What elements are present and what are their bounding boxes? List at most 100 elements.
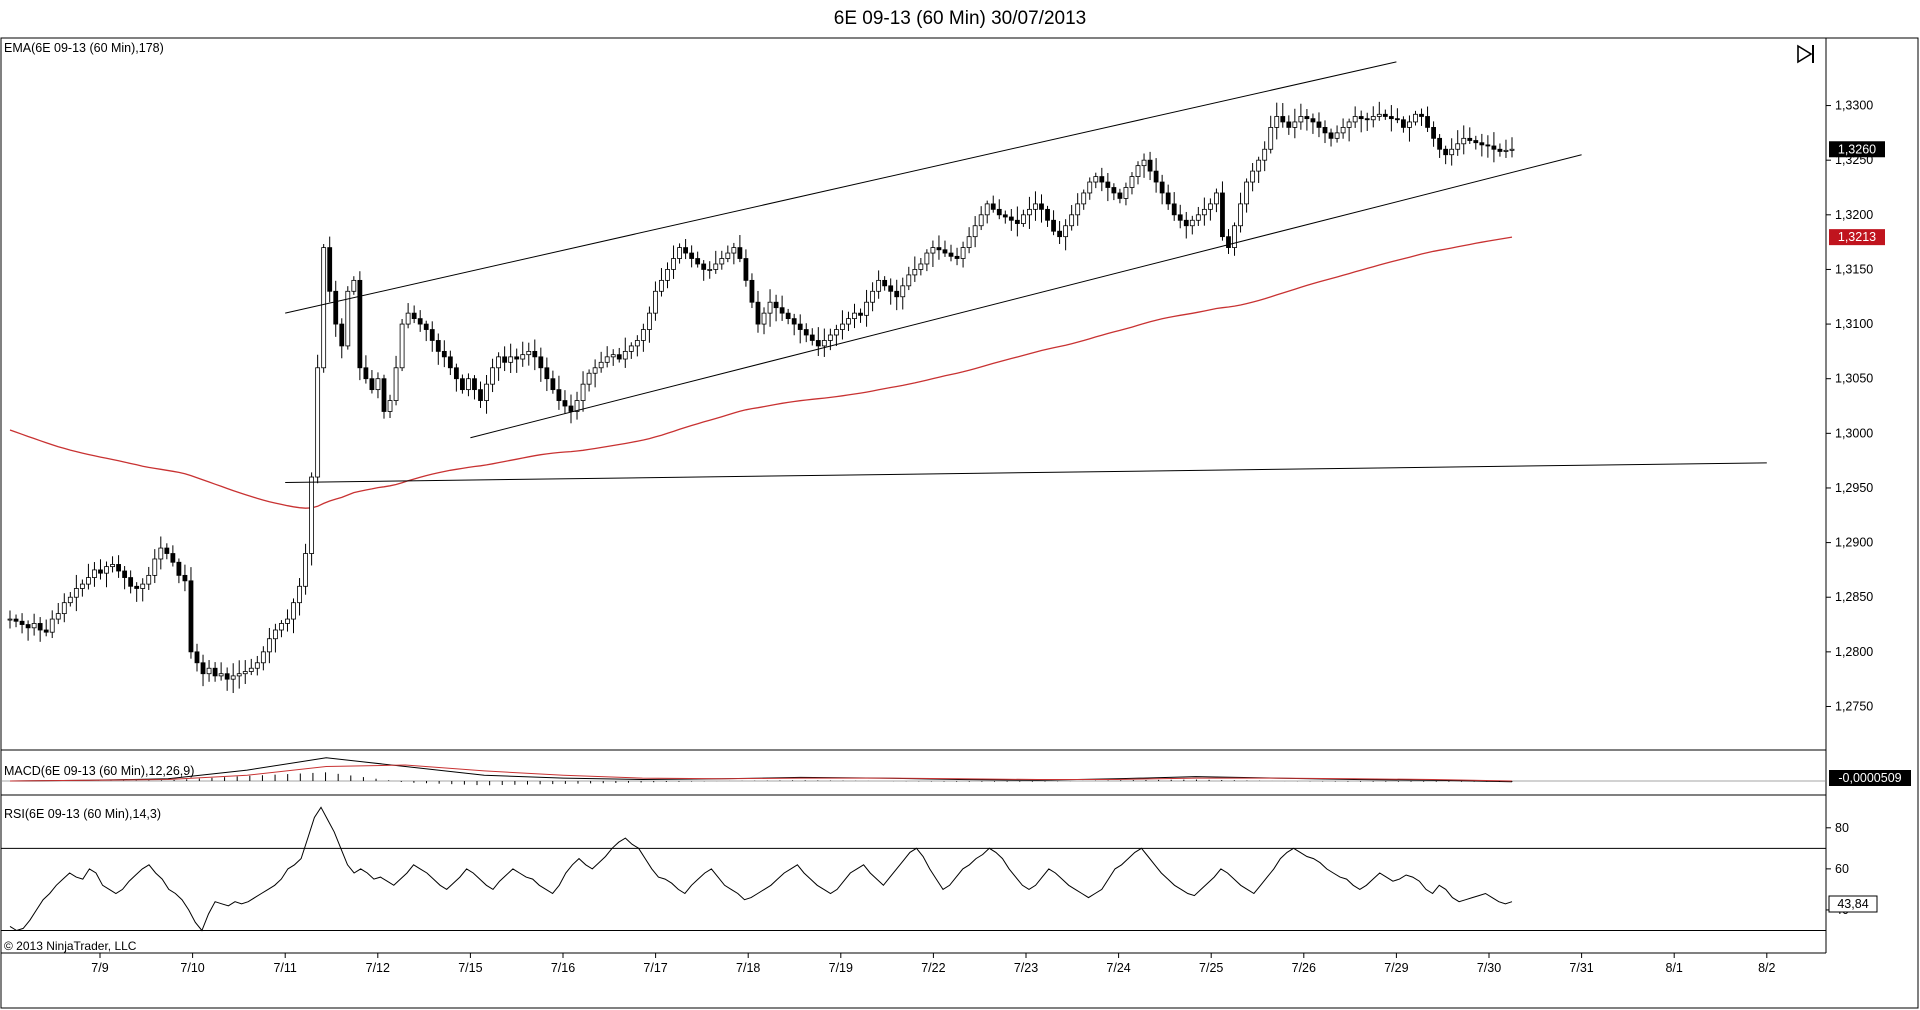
candle-body	[128, 577, 134, 587]
trendlines	[285, 61, 1767, 483]
candle-body	[104, 566, 109, 574]
candle-body	[158, 547, 164, 560]
candle-body	[930, 247, 936, 254]
candle-body	[1262, 148, 1268, 161]
candle-body	[556, 389, 562, 401]
candle-body	[1419, 113, 1424, 117]
candle-body	[1286, 121, 1292, 128]
candle-body	[441, 350, 447, 358]
candle-body	[1497, 148, 1503, 152]
chart-frame	[0, 37, 1919, 1009]
candle-body	[1033, 203, 1038, 210]
candle-body	[266, 638, 272, 653]
candle-body	[194, 651, 200, 664]
candle-body	[242, 671, 248, 675]
macd-signal-line	[9, 764, 1513, 782]
candle-body	[73, 588, 79, 598]
candle-body	[1358, 116, 1364, 120]
candle-body	[604, 356, 610, 363]
candle-body	[435, 340, 441, 352]
trendline-support-line[interactable]	[285, 462, 1767, 483]
price-tick-label: 1,3100	[1835, 317, 1873, 331]
candle-body	[960, 247, 966, 259]
candle-body	[1382, 113, 1388, 117]
candle-body	[544, 367, 550, 380]
candle-body	[1238, 203, 1243, 227]
candle-body	[224, 673, 230, 680]
candle-body	[67, 596, 73, 604]
copyright-text: © 2013 NinjaTrader, LLC	[4, 939, 137, 953]
candle-body	[1292, 121, 1298, 128]
candle-body	[13, 618, 19, 622]
candle-body	[285, 618, 290, 624]
candle-body	[791, 318, 797, 325]
candle-body	[496, 356, 502, 369]
candle-body	[1280, 116, 1286, 123]
candle-body	[1244, 181, 1249, 205]
candle-body	[333, 290, 339, 325]
macd-indicator-label: MACD(6E 09-13 (60 Min),12,26,9)	[4, 764, 194, 778]
candle-body	[809, 334, 815, 341]
candle-body	[25, 624, 31, 629]
candle-body	[110, 564, 115, 568]
x-tick-label: 7/12	[366, 961, 390, 975]
candle-body	[1008, 216, 1014, 221]
candle-body	[1443, 148, 1449, 156]
price-tick-label: 1,2750	[1835, 699, 1873, 713]
candle-body	[773, 301, 779, 309]
candle-body	[309, 476, 315, 554]
candle-body	[954, 255, 960, 259]
candle-body	[1201, 208, 1207, 216]
candle-body	[1370, 116, 1376, 121]
candle-body	[1226, 236, 1231, 248]
candle-body	[303, 553, 308, 587]
trendline-channel-bottom[interactable]	[470, 154, 1582, 439]
candle-body	[291, 602, 296, 620]
candle-body	[1340, 127, 1346, 134]
candle-body	[1039, 203, 1044, 210]
candle-body	[273, 629, 278, 640]
candle-body	[447, 356, 453, 369]
candle-body	[1189, 219, 1195, 227]
candle-body	[31, 623, 37, 629]
candle-body	[761, 312, 767, 325]
candle-body	[7, 618, 13, 621]
candle-body	[1069, 214, 1075, 227]
candle-body	[936, 247, 942, 251]
candle-body	[767, 301, 773, 314]
x-tick-label: 7/11	[273, 961, 296, 975]
x-tick-label: 7/29	[1384, 961, 1408, 975]
x-tick-label: 7/9	[91, 961, 108, 975]
candle-body	[49, 618, 55, 633]
candle-body	[399, 323, 405, 369]
x-tick-label: 7/26	[1292, 961, 1316, 975]
trendline-channel-top[interactable]	[285, 61, 1397, 314]
candle-body	[1027, 208, 1032, 216]
scroll-to-end-icon[interactable]	[1794, 42, 1818, 66]
candle-body	[653, 290, 658, 314]
candle-body	[1503, 149, 1509, 152]
candle-body	[731, 247, 737, 254]
candle-body	[689, 252, 695, 259]
candle-body	[1117, 192, 1123, 199]
candle-body	[858, 312, 863, 316]
candle-body	[19, 620, 25, 625]
candle-body	[182, 574, 188, 582]
candle-body	[1250, 170, 1256, 183]
candle-body	[1473, 140, 1479, 144]
candle-body	[218, 673, 224, 677]
candle-body	[574, 400, 580, 412]
candle-body	[212, 667, 218, 677]
candle-body	[502, 356, 508, 363]
candle-body	[622, 350, 628, 360]
candle-body	[1165, 192, 1171, 205]
candle-body	[236, 673, 242, 677]
candle-body	[532, 350, 538, 358]
candle-body	[37, 623, 43, 631]
candle-body	[1214, 192, 1219, 205]
candle-body	[248, 667, 254, 672]
candle-body	[297, 585, 302, 604]
candle-body	[1171, 203, 1177, 216]
candle-body	[1057, 230, 1062, 238]
candle-body	[634, 340, 640, 347]
